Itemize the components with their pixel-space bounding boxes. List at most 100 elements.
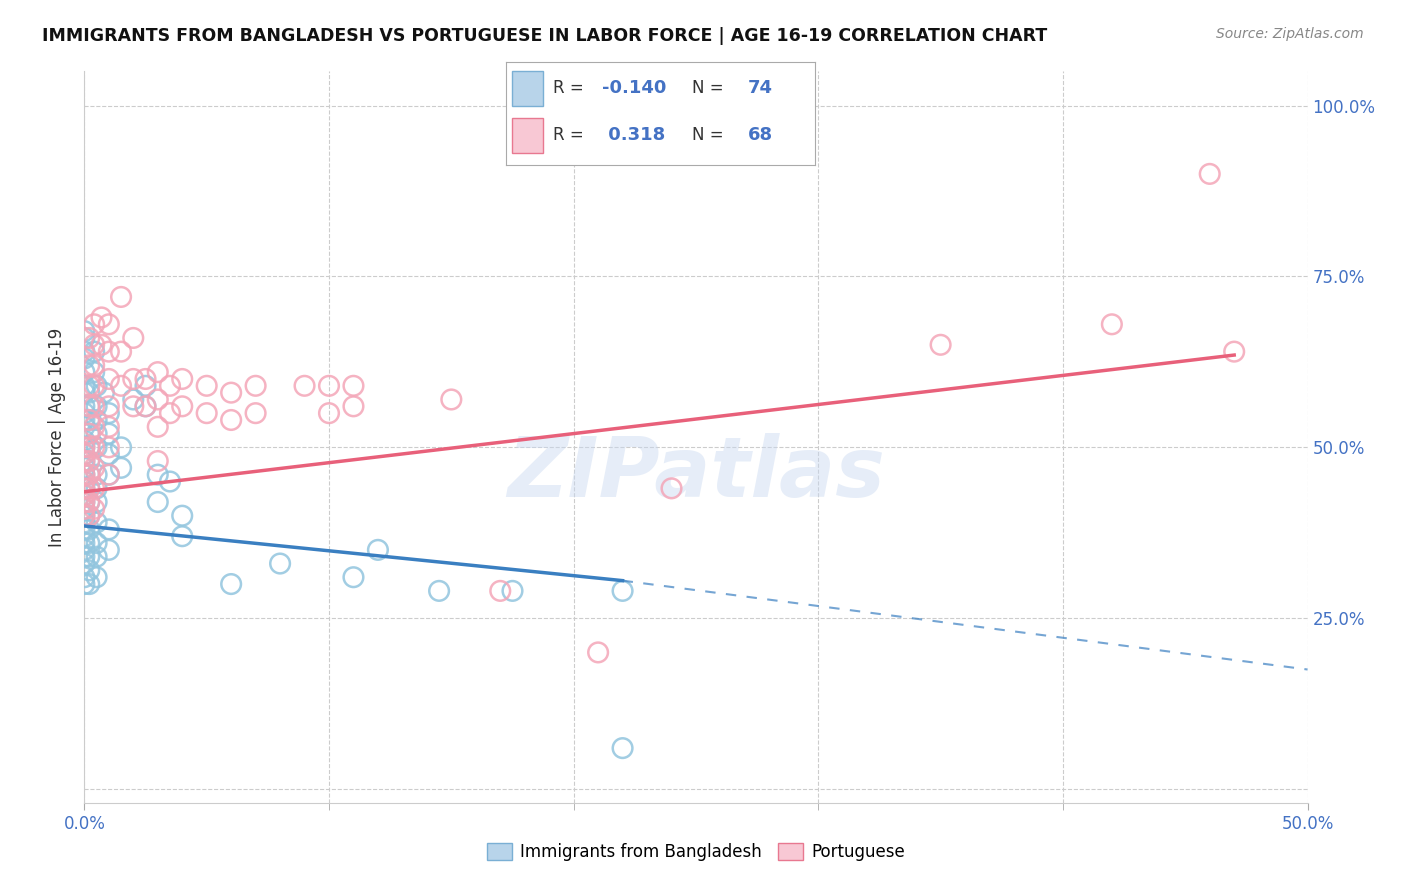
Point [1198,167,1220,181]
Point [440,392,463,407]
Point [73,570,96,584]
Point [73,488,96,502]
Point [195,379,218,393]
Point [73,467,96,482]
Point [146,392,169,407]
Point [342,400,364,414]
Point [73,324,96,338]
Point [73,508,96,523]
Point [77,508,100,523]
Point [86,549,108,564]
Point [86,413,108,427]
Point [77,467,100,482]
Point [172,400,194,414]
Text: ZIPatlas: ZIPatlas [508,434,884,514]
Text: N =: N = [692,127,728,145]
Point [318,406,340,420]
Point [110,344,132,359]
Point [110,460,132,475]
Point [489,583,512,598]
Point [342,570,364,584]
Point [83,460,105,475]
Point [73,516,96,530]
Point [73,413,96,427]
Text: R =: R = [553,79,589,97]
Point [73,549,96,564]
Point [73,475,96,489]
Point [86,467,108,482]
Point [83,440,105,454]
Point [77,522,100,536]
Point [73,440,96,454]
Point [159,406,181,420]
Point [73,529,96,543]
Point [73,501,96,516]
Point [135,372,157,386]
Point [83,379,105,393]
Point [122,400,145,414]
Point [97,318,120,332]
Point [77,495,100,509]
Point [612,741,634,756]
Point [146,454,169,468]
Point [146,495,169,509]
Point [73,420,96,434]
Point [77,440,100,454]
Point [90,310,112,325]
Point [86,379,108,393]
Point [73,440,96,454]
Point [73,542,96,557]
Point [73,385,96,400]
Point [135,379,157,393]
Point [77,481,100,495]
Point [73,379,96,393]
Point [135,400,157,414]
Point [73,577,96,591]
Point [73,508,96,523]
Point [77,426,100,441]
Point [97,467,120,482]
Text: 74: 74 [748,79,772,97]
Point [146,365,169,379]
Point [83,318,105,332]
Point [172,508,194,523]
Point [73,454,96,468]
Point [122,392,145,407]
Point [97,440,120,454]
Point [77,400,100,414]
Point [219,577,242,591]
Point [73,434,96,448]
Point [77,454,100,468]
Point [90,338,112,352]
Point [86,440,108,454]
Point [73,481,96,495]
Point [77,563,100,577]
Point [73,557,96,571]
Legend: Immigrants from Bangladesh, Portuguese: Immigrants from Bangladesh, Portuguese [479,836,912,868]
Text: 68: 68 [748,127,772,145]
Point [73,331,96,345]
Point [86,481,108,495]
Text: -0.140: -0.140 [602,79,666,97]
Point [73,447,96,461]
Point [73,351,96,366]
Point [97,447,120,461]
Point [97,542,120,557]
Point [77,385,100,400]
Point [73,406,96,420]
Point [73,495,96,509]
Point [73,481,96,495]
Point [77,426,100,441]
Point [122,331,145,345]
Point [294,379,316,393]
Point [97,467,120,482]
Point [612,583,634,598]
Point [172,529,194,543]
Point [86,536,108,550]
Point [110,290,132,304]
Point [73,344,96,359]
Point [146,420,169,434]
Point [83,501,105,516]
Bar [512,70,543,105]
Point [97,522,120,536]
